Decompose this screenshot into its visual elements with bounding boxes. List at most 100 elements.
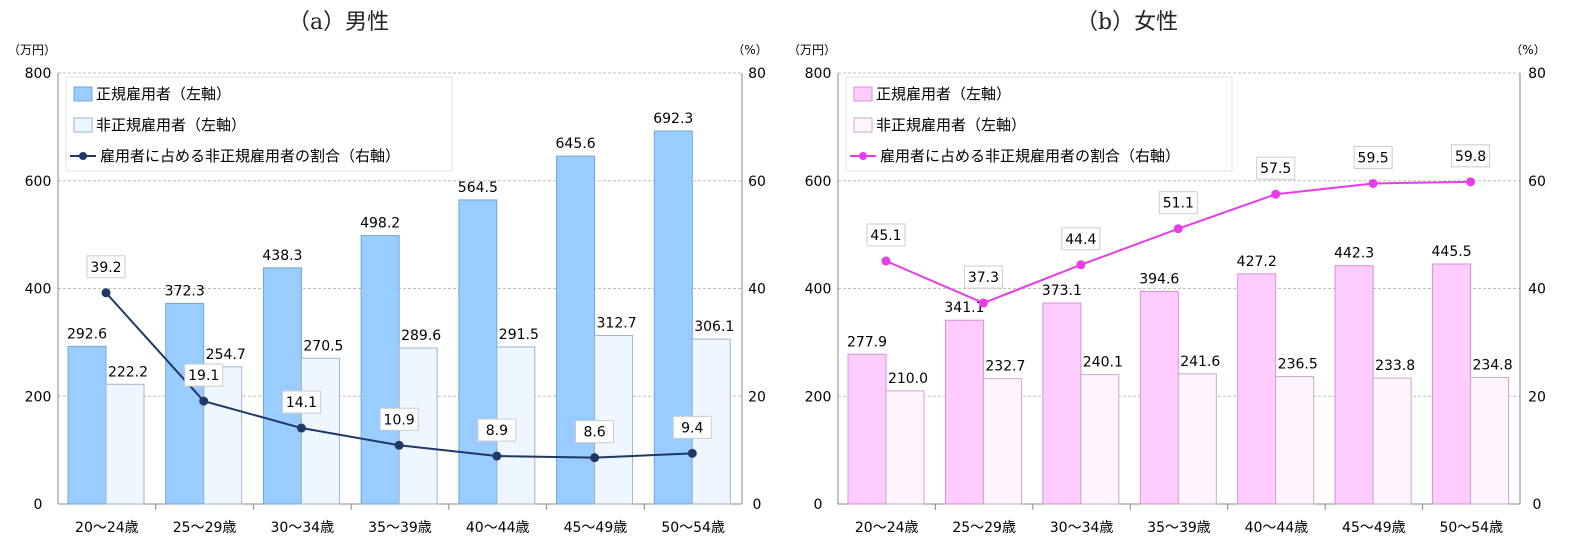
right-axis-tick-label: 20 [1528, 389, 1546, 405]
bar-nonregular-label: 240.1 [1083, 355, 1123, 371]
ratio-label: 19.1 [188, 368, 219, 384]
ratio-point [1466, 177, 1476, 187]
chart-svg-female: （万円） （%） 0 200 400 600 800 0 20 40 60 80 20～24歳 277.9… [788, 43, 1546, 536]
bar-regular-label: 438.3 [262, 248, 302, 264]
bar-regular [653, 130, 693, 505]
ratio-label-box [281, 390, 321, 414]
left-axis-tick-label: 0 [34, 497, 43, 513]
ratio-label-box [1353, 145, 1393, 169]
ratio-point [492, 451, 502, 461]
ratio-label: 59.5 [1358, 150, 1389, 166]
bar-nonregular [1275, 376, 1315, 505]
ratio-label-box [379, 407, 419, 431]
left-axis-tick-label: 800 [805, 66, 832, 82]
left-axis-tick-label: 800 [25, 66, 52, 82]
ratio-point [1076, 260, 1086, 270]
bar-nonregular-label: 254.7 [206, 347, 246, 363]
ratio-label-box [86, 255, 126, 279]
bar-regular [847, 353, 887, 505]
panel-title: （b）女性 [1076, 10, 1179, 35]
legend-label-regular: 正規雇用者（左軸） [876, 85, 1011, 103]
bar-regular [556, 155, 596, 505]
bar-nonregular-label: 210.0 [888, 371, 928, 387]
ratio-label-box [477, 418, 517, 442]
bar-regular-label: 292.6 [67, 326, 107, 342]
x-axis-tick-label: 45～49歳 [1342, 520, 1406, 536]
x-axis-tick-label: 30～34歳 [1050, 520, 1114, 536]
panel-title: （a）男性 [288, 10, 390, 35]
bar-nonregular [105, 383, 145, 505]
bar-regular-label: 692.3 [653, 111, 693, 127]
x-axis-tick-label: 50～54歳 [1439, 520, 1503, 536]
x-axis-tick-label: 35～39歳 [368, 520, 432, 536]
ratio-point [1368, 178, 1378, 188]
left-axis-tick-label: 200 [25, 389, 52, 405]
left-axis-unit: （万円） [8, 43, 56, 57]
ratio-point [590, 453, 600, 463]
bar-nonregular-label: 236.5 [1278, 357, 1318, 373]
ratio-label: 39.2 [90, 260, 121, 276]
chart-panel-female: （b）女性 （万円） （%） 0 200 400 600 800 0 20 40 60 80 20～24… [786, 0, 1573, 546]
left-axis-tick-label: 600 [25, 174, 52, 190]
left-axis-unit: （万円） [788, 43, 836, 57]
x-axis-tick-label: 25～29歳 [952, 520, 1016, 536]
ratio-label-box [575, 420, 615, 444]
ratio-point [394, 440, 404, 450]
bar-regular [262, 267, 302, 505]
bar-regular-label: 277.9 [847, 334, 887, 350]
legend-label-nonregular: 非正規雇用者（左軸） [96, 116, 246, 134]
legend-label-ratio: 雇用者に占める非正規雇用者の割合（右軸） [880, 147, 1180, 165]
bar-regular-label: 372.3 [165, 283, 205, 299]
bar-nonregular-label: 234.8 [1473, 358, 1513, 374]
ratio-label: 59.8 [1455, 149, 1486, 165]
x-axis-tick-label: 25～29歳 [173, 520, 237, 536]
ratio-label: 9.4 [681, 420, 703, 436]
left-axis-tick-label: 400 [25, 282, 52, 298]
bar-nonregular [982, 378, 1022, 505]
right-axis-unit: （%） [1510, 43, 1545, 57]
x-axis-tick-label: 30～34歳 [270, 520, 334, 536]
right-axis-tick-label: 60 [748, 174, 766, 190]
ratio-point [978, 298, 988, 308]
ratio-label: 51.1 [1163, 196, 1194, 212]
bar-nonregular [1372, 377, 1412, 505]
left-axis-tick-label: 400 [805, 282, 832, 298]
ratio-label-box [1158, 191, 1198, 215]
bar-nonregular-label: 222.2 [108, 364, 148, 380]
bar-regular [944, 319, 984, 505]
legend-swatch-marker [79, 152, 87, 160]
bar-nonregular [594, 335, 634, 505]
ratio-label: 8.6 [583, 425, 605, 441]
bar-nonregular-label: 232.7 [985, 359, 1025, 375]
bar-regular-label: 645.6 [556, 136, 596, 152]
bar-nonregular [1470, 377, 1510, 505]
ratio-label: 37.3 [968, 270, 999, 286]
chart-svg-male: （万円） （%） 0 200 400 600 800 0 20 40 60 80 20～24歳 292.6… [8, 43, 768, 536]
legend-swatch-regular [853, 86, 873, 102]
bar-regular-label: 427.2 [1237, 254, 1277, 270]
bar-regular [165, 302, 205, 505]
bar-regular-label: 341.1 [944, 300, 984, 316]
bar-regular [1237, 273, 1277, 505]
x-axis-tick-label: 50～54歳 [661, 520, 725, 536]
legend-box [845, 76, 1233, 172]
x-axis-tick-label: 40～44歳 [466, 520, 530, 536]
ratio-point [1271, 189, 1281, 199]
bar-nonregular [1177, 373, 1217, 505]
ratio-label-box [672, 415, 712, 439]
legend-label-nonregular: 非正規雇用者（左軸） [876, 116, 1026, 134]
ratio-label-box [866, 223, 906, 247]
bar-nonregular-label: 312.7 [597, 316, 637, 332]
ratio-label-box [1451, 144, 1491, 168]
ratio-label: 14.1 [286, 395, 317, 411]
left-axis-tick-label: 600 [805, 174, 832, 190]
ratio-label: 45.1 [870, 228, 901, 244]
ratio-point [687, 448, 697, 458]
x-axis-tick-label: 40～44歳 [1245, 520, 1309, 536]
ratio-label-box [1256, 156, 1296, 180]
legend-swatch-nonregular [73, 117, 93, 133]
ratio-label: 57.5 [1260, 161, 1291, 177]
ratio-label: 8.9 [486, 423, 508, 439]
ratio-point [1173, 224, 1183, 234]
x-axis-tick-label: 35～39歳 [1147, 520, 1211, 536]
